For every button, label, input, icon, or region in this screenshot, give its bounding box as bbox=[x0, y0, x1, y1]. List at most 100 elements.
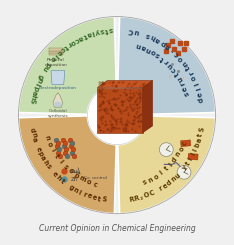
Text: b: b bbox=[194, 142, 201, 148]
Text: n: n bbox=[175, 151, 182, 158]
Text: i: i bbox=[77, 189, 82, 196]
Text: e: e bbox=[181, 85, 189, 92]
Text: t: t bbox=[185, 64, 192, 71]
Text: Electrodeposition: Electrodeposition bbox=[39, 86, 77, 90]
Text: ₂: ₂ bbox=[139, 194, 144, 200]
Text: Current Opinion in Chemical Engineering: Current Opinion in Chemical Engineering bbox=[39, 224, 195, 233]
Text: t: t bbox=[159, 55, 166, 61]
Text: a: a bbox=[31, 136, 38, 143]
Text: C$_{xx}$ control: C$_{xx}$ control bbox=[84, 174, 109, 182]
Text: y: y bbox=[95, 28, 100, 35]
Wedge shape bbox=[18, 116, 116, 214]
Text: r: r bbox=[188, 70, 195, 76]
Text: t: t bbox=[104, 27, 108, 33]
Polygon shape bbox=[55, 102, 61, 107]
Text: l: l bbox=[193, 81, 200, 86]
Text: C: C bbox=[127, 27, 133, 34]
Text: i: i bbox=[187, 157, 194, 162]
Text: l: l bbox=[190, 152, 196, 157]
Bar bbox=[181, 140, 191, 147]
Text: s: s bbox=[108, 26, 113, 33]
Circle shape bbox=[177, 165, 191, 179]
Text: c: c bbox=[92, 181, 98, 188]
Text: t: t bbox=[197, 133, 204, 137]
Polygon shape bbox=[143, 81, 153, 133]
Text: i: i bbox=[168, 161, 174, 167]
Text: g: g bbox=[67, 184, 74, 191]
Text: n: n bbox=[181, 59, 189, 67]
Text: s: s bbox=[142, 179, 148, 186]
Text: R: R bbox=[134, 195, 140, 202]
Text: n: n bbox=[44, 134, 51, 140]
Text: t: t bbox=[82, 32, 88, 39]
Circle shape bbox=[88, 86, 146, 145]
Text: p: p bbox=[37, 150, 44, 157]
Bar bbox=[188, 154, 198, 160]
Text: s: s bbox=[62, 163, 69, 170]
Text: l: l bbox=[195, 87, 202, 91]
Text: y: y bbox=[181, 164, 188, 172]
Text: d: d bbox=[198, 97, 205, 103]
Text: t: t bbox=[53, 153, 60, 159]
Bar bbox=[49, 49, 63, 51]
Text: s: s bbox=[45, 163, 52, 170]
Text: u: u bbox=[176, 75, 184, 82]
Text: e: e bbox=[197, 91, 204, 98]
Polygon shape bbox=[97, 87, 143, 133]
Text: a: a bbox=[155, 36, 162, 44]
Text: e: e bbox=[35, 146, 42, 152]
Text: a: a bbox=[31, 89, 38, 96]
Text: u: u bbox=[41, 65, 49, 72]
Text: o: o bbox=[150, 48, 157, 56]
Text: n: n bbox=[72, 186, 79, 194]
Text: Zn: Zn bbox=[71, 177, 78, 182]
Polygon shape bbox=[53, 93, 63, 107]
Text: S: S bbox=[101, 196, 107, 203]
Text: e: e bbox=[49, 54, 57, 62]
Text: o: o bbox=[190, 74, 198, 81]
Text: o: o bbox=[178, 145, 185, 152]
Text: n: n bbox=[30, 132, 37, 137]
Text: n: n bbox=[35, 77, 43, 84]
Text: t: t bbox=[63, 43, 69, 50]
Text: n: n bbox=[145, 46, 152, 53]
Text: d: d bbox=[29, 127, 36, 132]
Text: i: i bbox=[58, 159, 64, 164]
Text: t: t bbox=[184, 161, 191, 167]
Text: t: t bbox=[97, 196, 101, 202]
Text: e: e bbox=[51, 171, 59, 178]
Bar bbox=[49, 50, 63, 53]
Text: t: t bbox=[174, 71, 181, 77]
Text: h: h bbox=[42, 159, 49, 166]
Text: p: p bbox=[160, 39, 167, 47]
Text: u: u bbox=[174, 172, 181, 180]
Polygon shape bbox=[51, 71, 65, 85]
Text: h: h bbox=[149, 34, 157, 41]
Text: o: o bbox=[153, 173, 160, 180]
Text: a: a bbox=[86, 30, 92, 38]
Text: S: S bbox=[198, 127, 205, 133]
Text: r: r bbox=[82, 191, 87, 198]
Text: t: t bbox=[163, 166, 169, 172]
Text: o: o bbox=[67, 168, 74, 175]
Text: e: e bbox=[55, 48, 63, 56]
Text: Physical
deposition: Physical deposition bbox=[44, 58, 67, 67]
Text: r: r bbox=[66, 40, 73, 47]
Text: i: i bbox=[34, 82, 40, 86]
Text: o: o bbox=[85, 179, 91, 186]
Text: p: p bbox=[44, 61, 51, 69]
Text: Colloidal
synthesis: Colloidal synthesis bbox=[48, 109, 68, 118]
Text: -: - bbox=[170, 47, 176, 53]
Text: c: c bbox=[170, 66, 178, 73]
Text: p: p bbox=[73, 172, 80, 179]
Text: C: C bbox=[148, 190, 155, 197]
Text: o: o bbox=[177, 54, 185, 62]
Text: n: n bbox=[170, 176, 178, 183]
Text: i: i bbox=[192, 147, 199, 152]
Text: a: a bbox=[77, 34, 84, 41]
Text: e: e bbox=[91, 194, 97, 201]
Text: u: u bbox=[167, 62, 174, 69]
Text: s: s bbox=[99, 27, 104, 34]
Text: i: i bbox=[50, 148, 56, 152]
Text: s: s bbox=[144, 31, 150, 38]
